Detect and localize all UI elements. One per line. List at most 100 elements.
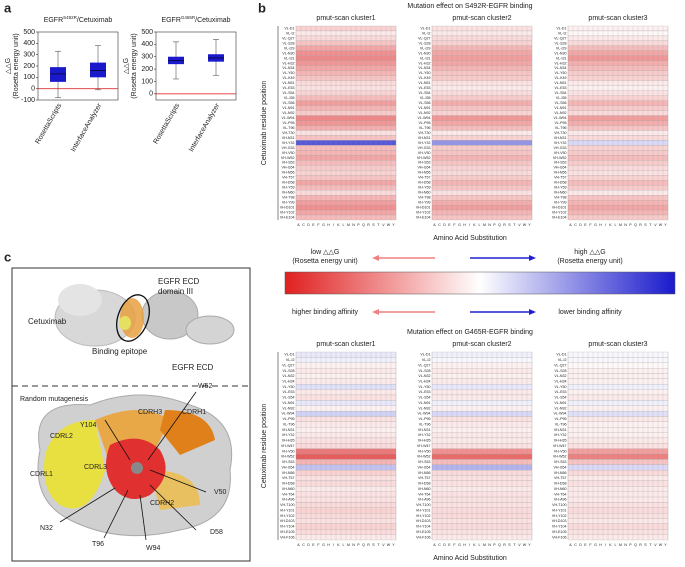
row-label: VH-W52 — [553, 455, 567, 459]
row-label: VL-N91 — [554, 401, 566, 405]
row-label: VL-D1 — [420, 26, 430, 30]
row-label: VL-N91 — [282, 401, 294, 405]
column-label: V — [382, 223, 385, 227]
row-label: VH-G54 — [282, 166, 295, 170]
column-label: Q — [362, 543, 365, 547]
x-tick-label: RosettaScripts — [153, 102, 182, 145]
column-label: D — [443, 223, 446, 227]
pointer — [103, 489, 129, 539]
structure-label: CDRH1 — [182, 409, 206, 416]
row-label: VH-Y99 — [554, 201, 567, 205]
row-label: VH-Y102 — [280, 514, 295, 518]
row-label: VL-Q27 — [418, 36, 430, 40]
column-label: P — [493, 543, 496, 547]
row-label: VH-H35 — [282, 439, 295, 443]
column-label: Q — [362, 223, 365, 227]
column-label: C — [438, 223, 441, 227]
column-label: T — [649, 223, 652, 227]
arrow-head — [529, 309, 536, 315]
column-label: T — [377, 223, 380, 227]
column-label: A — [297, 543, 300, 547]
row-label: VL-S56 — [283, 101, 295, 105]
row-label: VH-D103 — [552, 519, 567, 523]
legend-text: higher binding affinity — [292, 309, 359, 316]
row-label: VH-Y101 — [552, 508, 567, 512]
column-label: G — [458, 543, 461, 547]
column-label: R — [503, 223, 506, 227]
row-label: VH-T64 — [282, 492, 294, 496]
row-label: VH-W47 — [281, 444, 295, 448]
row-label: VH-G54 — [554, 166, 567, 170]
column-label: E — [448, 543, 451, 547]
row-label: VL-W94 — [282, 116, 295, 120]
panel-label: b — [258, 0, 266, 15]
row-label: VH-D58 — [554, 482, 567, 486]
row-label: VL-I2 — [422, 358, 431, 362]
column-label: F — [589, 223, 592, 227]
column-label: N — [624, 223, 627, 227]
y-tick-label: 200 — [141, 66, 153, 73]
legend-text: low △△G — [311, 249, 340, 256]
title-part: EGFR — [44, 17, 63, 24]
column-label: Y — [664, 223, 667, 227]
row-label: VH-Y99 — [418, 201, 431, 205]
column-label: Y — [528, 543, 531, 547]
row-label: VL-N91 — [554, 106, 566, 110]
row-label: VL-T96 — [555, 126, 567, 130]
column-label: A — [433, 223, 436, 227]
column-label: I — [605, 223, 606, 227]
row-label: VL-Y50 — [283, 71, 295, 75]
row-label: VL-N51 — [282, 81, 294, 85]
row-label: VH-D101 — [280, 206, 295, 210]
row-label: VL-Y50 — [555, 385, 567, 389]
row-label: VH-F106 — [416, 535, 430, 539]
y-tick-label: 0 — [31, 86, 35, 93]
row-label: VH-Y101 — [280, 508, 295, 512]
row-label: VH-D101 — [416, 206, 431, 210]
row-label: VL-I31 — [284, 56, 295, 60]
row-label: VH-N56 — [418, 171, 431, 175]
pointer — [139, 494, 147, 541]
column-label: P — [357, 543, 360, 547]
column-label: Y — [392, 223, 395, 227]
column-label: W — [523, 543, 527, 547]
row-label: VH-W47 — [417, 444, 431, 448]
row-label: VL-Y50 — [283, 385, 295, 389]
row-label: VH-W52 — [281, 455, 295, 459]
column-label: W — [659, 223, 663, 227]
x-tick-label: InterfaceAnalyzer — [188, 102, 222, 153]
row-label: VH-T30 — [418, 131, 430, 135]
label: EGFR ECD — [158, 277, 200, 286]
row-label: VH-G33 — [554, 146, 567, 150]
row-label: VL-N51 — [418, 81, 430, 85]
row-label: VH-N56 — [418, 471, 431, 475]
y-label: (Rosetta energy unit) — [13, 33, 20, 98]
column-label: P — [629, 543, 632, 547]
row-label: VH-D58 — [282, 482, 295, 486]
row-label: VL-W94 — [554, 116, 567, 120]
row-label: VH-W52 — [281, 156, 295, 160]
row-label: VH-N31 — [554, 136, 567, 140]
surface — [37, 394, 233, 537]
column-label: L — [615, 223, 617, 227]
column-label: T — [513, 543, 516, 547]
column-label: Y — [528, 223, 531, 227]
row-label: VH-Y59 — [554, 186, 567, 190]
y-tick-label: 100 — [23, 74, 35, 81]
row-label: VH-Y102 — [416, 514, 431, 518]
box — [90, 62, 106, 78]
row-label: VH-T64 — [418, 492, 430, 496]
row-label: VL-T96 — [419, 126, 431, 130]
row-label: VL-T96 — [419, 422, 431, 426]
row-label: VL-I55 — [284, 96, 295, 100]
row-label: VL-N34 — [282, 66, 294, 70]
row-label: VL-I2 — [286, 31, 295, 35]
row-label: VL-S54 — [283, 396, 295, 400]
structure-label: CDRL3 — [84, 464, 107, 471]
row-label: VL-N92 — [282, 111, 294, 115]
column-label: M — [347, 223, 350, 227]
row-label: VH-T57 — [418, 176, 430, 180]
row-label: VL-I29 — [556, 46, 567, 50]
row-label: VH-N31 — [418, 136, 431, 140]
row-label: VL-I2 — [286, 358, 295, 362]
